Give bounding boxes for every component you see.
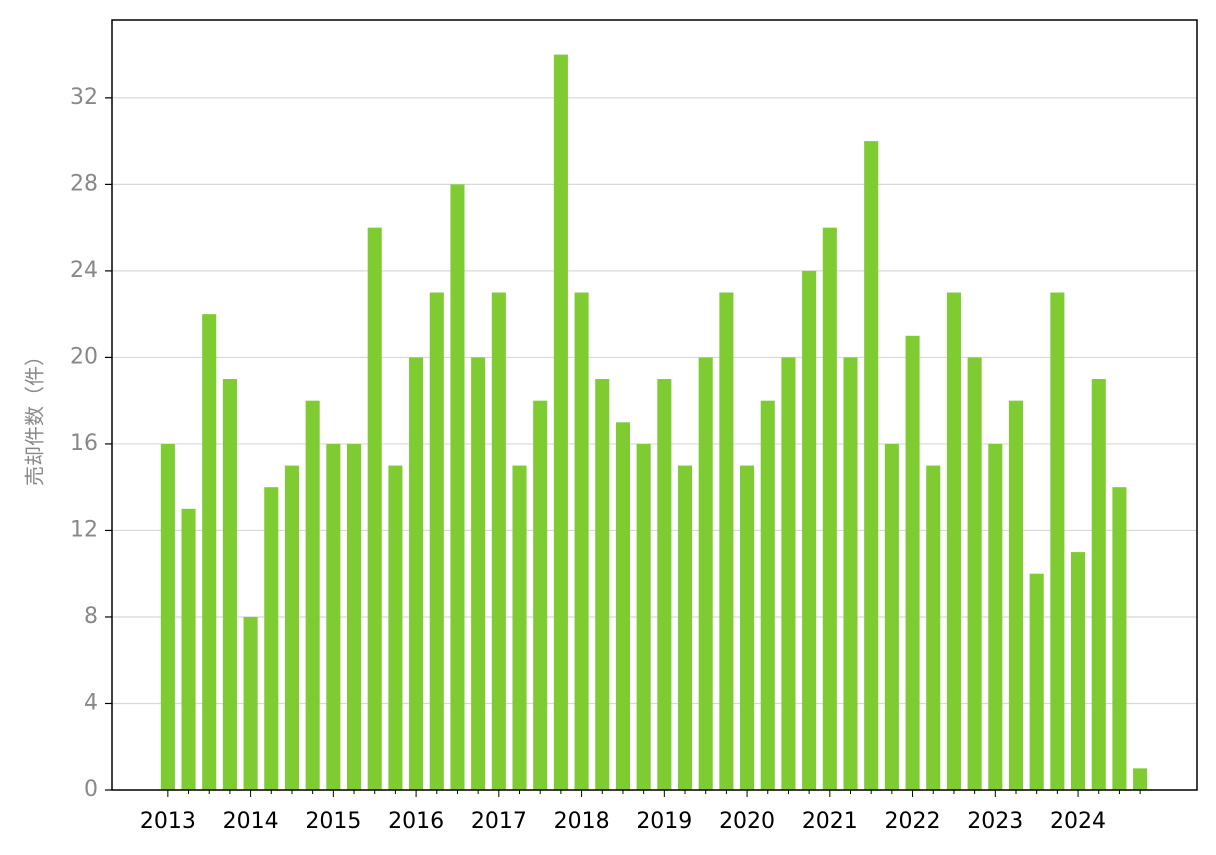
- bar: [822, 227, 837, 790]
- y-tick-label: 8: [84, 604, 98, 629]
- bar: [760, 400, 775, 790]
- bar: [781, 357, 796, 790]
- bar: [346, 443, 362, 790]
- y-tick-label: 16: [70, 431, 98, 456]
- bar: [946, 292, 961, 790]
- bar: [284, 465, 300, 790]
- bar: [1091, 379, 1106, 790]
- bar: [264, 487, 279, 790]
- bar: [1029, 573, 1044, 790]
- bar: [905, 335, 920, 790]
- x-tick-label: 2022: [885, 809, 941, 834]
- y-tick-label: 20: [70, 344, 98, 369]
- bar: [1071, 552, 1086, 790]
- bar: [181, 508, 196, 790]
- y-tick-label: 4: [84, 690, 98, 715]
- bar: [1050, 292, 1065, 790]
- plot-frame: [111, 19, 1198, 791]
- bar: [636, 443, 651, 790]
- bar: [740, 465, 755, 790]
- bar: [160, 443, 175, 790]
- x-tick-label: 2023: [967, 809, 1023, 834]
- bar: [1008, 400, 1024, 790]
- bar: [1112, 487, 1127, 790]
- bar: [429, 292, 444, 790]
- bar: [202, 314, 217, 790]
- bar: [326, 443, 341, 790]
- bar: [926, 465, 941, 790]
- bar: [843, 357, 858, 790]
- x-tick-label: 2014: [223, 809, 279, 834]
- x-tick-label: 2024: [1050, 809, 1106, 834]
- bar: [512, 465, 527, 790]
- x-tick-label: 2016: [388, 809, 444, 834]
- y-tick-label: 12: [70, 517, 98, 542]
- bar: [574, 292, 589, 790]
- bar: [367, 227, 382, 790]
- y-tick-label: 32: [70, 85, 98, 110]
- bar: [305, 400, 320, 790]
- bar: [698, 357, 713, 790]
- y-axis-label: 売却件数（件）: [23, 346, 47, 486]
- bar: [491, 292, 506, 790]
- x-tick-label: 2019: [636, 809, 692, 834]
- bar: [533, 400, 548, 790]
- x-tick-label: 2013: [140, 809, 196, 834]
- bar: [595, 379, 610, 790]
- bar: [864, 141, 879, 790]
- bar: [471, 357, 486, 790]
- bar: [243, 616, 258, 790]
- bar: [615, 422, 630, 790]
- x-tick-label: 2020: [719, 809, 775, 834]
- y-tick-label: 28: [70, 171, 98, 196]
- x-tick-label: 2021: [802, 809, 858, 834]
- x-tick-label: 2015: [305, 809, 361, 834]
- bar: [657, 379, 672, 790]
- bar: [388, 465, 403, 790]
- bar: [553, 54, 568, 790]
- bar: [884, 443, 899, 790]
- bar: [719, 292, 734, 790]
- x-tick-label: 2018: [554, 809, 610, 834]
- bar: [677, 465, 693, 790]
- bar: [967, 357, 982, 790]
- bar: [802, 270, 817, 790]
- bar: [222, 379, 237, 790]
- bar: [988, 443, 1003, 790]
- x-tick-label: 2017: [471, 809, 527, 834]
- y-tick-label: 0: [84, 777, 98, 802]
- bar: [1133, 768, 1148, 790]
- y-tick-label: 24: [70, 258, 98, 283]
- bar: [450, 184, 465, 790]
- bar: [409, 357, 424, 790]
